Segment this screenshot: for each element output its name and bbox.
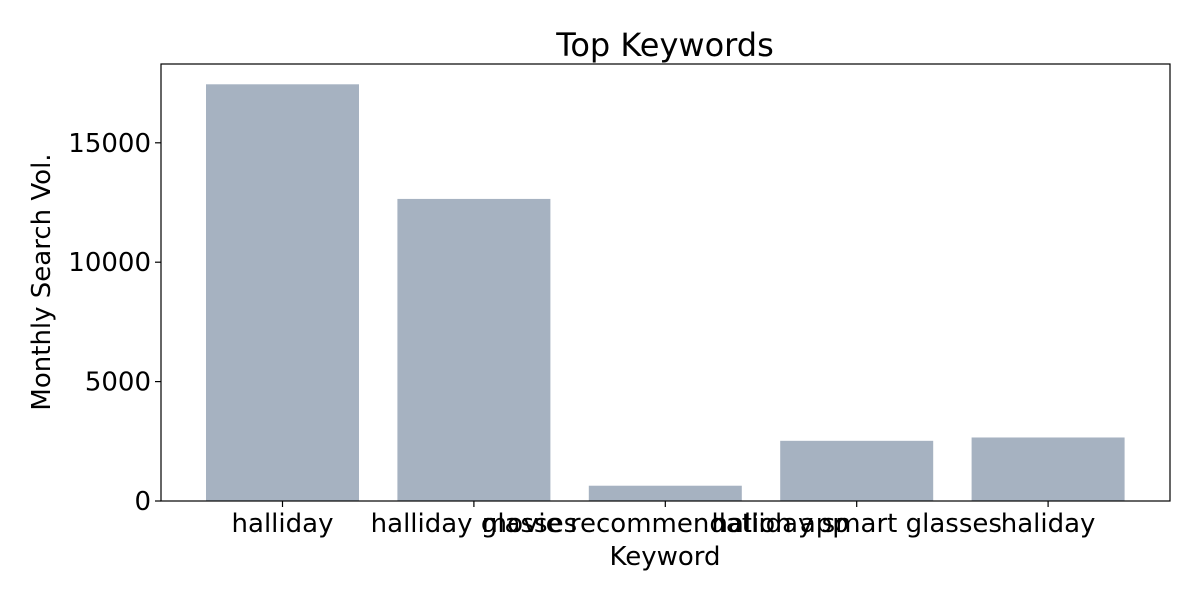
bar-1 [397, 198, 551, 501]
x-tick-label-3: halliday smart glasses [711, 509, 1001, 539]
bar-2 [588, 485, 742, 501]
bars-group [206, 84, 1125, 501]
x-tick-label-2: movie recommendation app [482, 509, 849, 539]
chart-title: Top Keywords [555, 26, 774, 64]
bar-0 [206, 84, 359, 501]
bar-3 [780, 440, 934, 501]
x-tick-label-0: halliday [232, 509, 334, 539]
y-axis-ticks: 0 5000 10000 15000 [68, 129, 161, 517]
plot-frame [160, 63, 1171, 502]
x-tick-label-4: haliday [1001, 509, 1096, 539]
x-axis-label: Keyword [609, 542, 720, 572]
y-tick-label-0: 0 [134, 487, 151, 517]
y-tick-label-3: 15000 [68, 129, 151, 159]
y-tick-label-1: 5000 [85, 368, 151, 398]
bar-4 [971, 437, 1125, 501]
y-tick-label-2: 10000 [68, 248, 151, 278]
x-tick-label-1: halliday glasses [371, 509, 577, 539]
y-axis-label: Monthly Search Vol. [27, 153, 57, 410]
